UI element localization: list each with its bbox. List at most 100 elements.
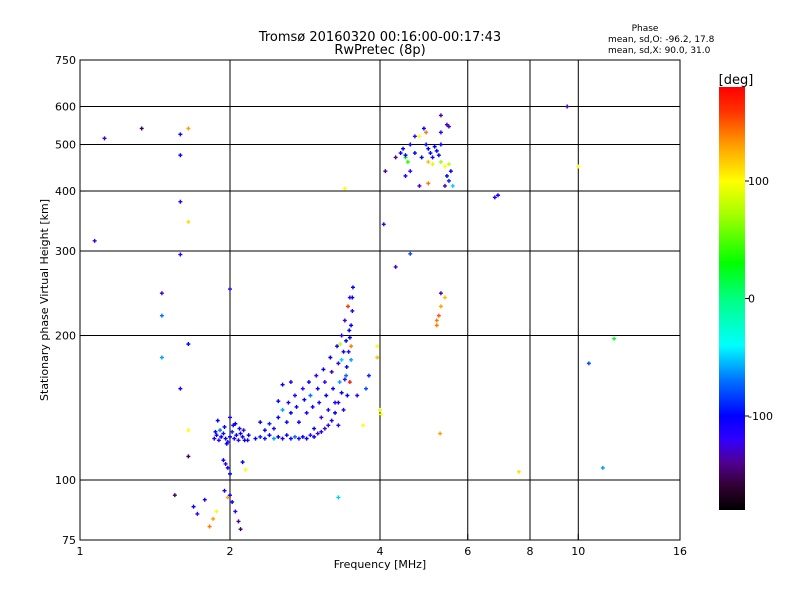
data-point [336, 423, 341, 428]
data-point [401, 146, 406, 151]
data-point [341, 407, 346, 412]
data-point [172, 493, 177, 498]
x-tick-label: 1 [77, 545, 84, 558]
y-tick-label: 300 [55, 245, 76, 258]
data-point [240, 434, 245, 439]
data-point [444, 122, 449, 127]
data-point [492, 195, 497, 200]
data-point [223, 436, 228, 441]
data-point [349, 357, 354, 362]
data-point [292, 434, 297, 439]
data-point [336, 495, 341, 500]
data-point [438, 431, 443, 436]
data-point [288, 436, 293, 441]
data-point [300, 386, 305, 391]
data-point [516, 469, 521, 474]
data-point [361, 423, 366, 428]
data-point [434, 323, 439, 328]
data-point [347, 335, 352, 340]
y-axis-label: Stationary phase Virtual Height [km] [38, 199, 51, 401]
data-point [349, 323, 354, 328]
data-point [428, 151, 433, 156]
data-point [344, 364, 349, 369]
data-point [576, 164, 581, 169]
data-point [186, 454, 191, 459]
data-point [267, 433, 272, 438]
data-point [442, 295, 447, 300]
data-point [326, 407, 331, 412]
data-point [347, 295, 352, 300]
data-point [331, 386, 336, 391]
data-point [271, 426, 276, 431]
data-point [350, 285, 355, 290]
data-point [408, 169, 413, 174]
x-tick-label: 4 [377, 545, 384, 558]
x-tick-label: 2 [227, 545, 234, 558]
data-point [271, 436, 276, 441]
data-point [322, 380, 327, 385]
data-point [213, 429, 218, 434]
data-point [412, 151, 417, 156]
data-point [228, 415, 232, 420]
data-point [222, 488, 227, 493]
data-point [403, 153, 408, 158]
data-point [223, 461, 228, 466]
data-point [405, 159, 410, 164]
data-point [241, 428, 246, 433]
data-point [234, 433, 239, 438]
y-axis-ticks: 75 100 200 300 400 500 600 750 [55, 54, 86, 547]
colorbar [719, 87, 745, 510]
data-point [178, 252, 183, 257]
data-point [375, 355, 380, 360]
data-point [228, 287, 232, 292]
data-point [245, 438, 250, 443]
data-point [398, 151, 403, 156]
data-point [344, 338, 349, 343]
data-point [350, 308, 355, 313]
data-point [347, 328, 352, 333]
data-point [221, 458, 226, 463]
data-point [246, 433, 251, 438]
data-point [225, 495, 230, 500]
y-tick-label: 600 [55, 101, 76, 114]
y-tick-label: 100 [55, 474, 76, 487]
data-point [230, 429, 235, 434]
data-point [280, 436, 285, 441]
data-point [315, 386, 320, 391]
data-point [228, 434, 232, 439]
data-point [308, 433, 313, 438]
data-point [211, 516, 216, 521]
data-point [312, 434, 317, 439]
data-point [225, 465, 230, 470]
data-point [306, 380, 311, 385]
colorbar-tick-label: -100 [748, 410, 773, 423]
y-tick-label: 500 [55, 139, 76, 152]
chart-subtitle: RwPretec (8p) [334, 43, 425, 58]
data-point [321, 367, 326, 372]
data-point [159, 291, 164, 296]
data-point [324, 393, 329, 398]
data-point [438, 291, 443, 296]
data-point [339, 357, 344, 362]
data-point [233, 509, 238, 514]
data-point [436, 313, 441, 318]
data-point [228, 493, 232, 498]
data-point [434, 318, 439, 323]
data-point [214, 433, 219, 438]
data-point [230, 499, 235, 504]
data-point [366, 373, 371, 378]
data-point [436, 153, 441, 158]
data-point [338, 342, 343, 347]
data-point [442, 164, 447, 169]
data-points [92, 104, 617, 532]
data-point [288, 380, 293, 385]
data-point [139, 126, 144, 131]
data-point [186, 342, 191, 347]
data-point [337, 380, 342, 385]
colorbar-ticks: 100 0 -100 [745, 175, 773, 423]
chart-title: Tromsø 20160320 00:16:00-00:17:43 [258, 30, 501, 45]
data-point [243, 467, 248, 472]
data-point [186, 428, 191, 433]
data-point [232, 436, 237, 441]
data-point [408, 142, 413, 147]
